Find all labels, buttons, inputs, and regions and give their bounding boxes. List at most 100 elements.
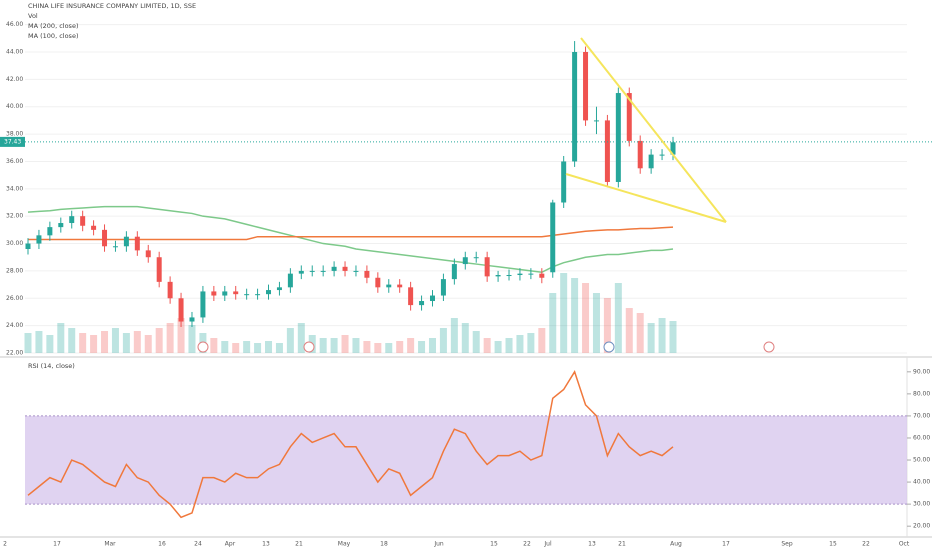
- candle-body: [364, 270, 370, 278]
- y-tick-label: 28.00: [6, 267, 23, 274]
- volume-bar: [144, 335, 152, 353]
- volume-bar: [549, 293, 557, 353]
- candle-body: [473, 257, 479, 259]
- candle-body: [550, 202, 556, 273]
- volume-bar: [527, 333, 535, 353]
- volume-bar: [363, 341, 371, 353]
- candle-body: [375, 277, 381, 288]
- volume-bar: [79, 333, 87, 353]
- volume-bar: [669, 321, 677, 353]
- candle-body: [561, 161, 567, 203]
- rsi-tick-label: 80.00: [913, 390, 930, 397]
- candle-body: [298, 270, 304, 274]
- y-tick-label: 26.00: [6, 295, 23, 302]
- candle-body: [178, 298, 184, 322]
- candle-body: [342, 266, 348, 271]
- volume-bar: [614, 283, 622, 353]
- dividend-marker[interactable]: [603, 341, 615, 353]
- x-tick-label: 21: [295, 541, 303, 548]
- candle-body: [484, 257, 490, 277]
- x-tick-label: 22: [523, 541, 531, 548]
- x-tick-label: Oct: [899, 541, 910, 548]
- volume-bar: [57, 323, 65, 353]
- x-tick-label: 16: [158, 541, 166, 548]
- x-tick-label: 21: [618, 541, 626, 548]
- volume-bar: [24, 333, 32, 353]
- y-tick-label: 38.00: [6, 131, 23, 138]
- volume-bar: [297, 323, 305, 353]
- candle-body: [659, 154, 665, 156]
- volume-bar: [286, 328, 294, 353]
- x-tick-label: 18: [380, 541, 388, 548]
- x-tick-label: Sep: [781, 541, 793, 548]
- rsi-tick-label: 20.00: [913, 523, 930, 530]
- candle-body: [102, 229, 108, 247]
- volume-bar: [494, 341, 502, 353]
- candle-body: [309, 270, 315, 272]
- x-tick-label: Aug: [670, 541, 682, 548]
- y-tick-label: 40.00: [6, 103, 23, 110]
- earnings-marker[interactable]: [197, 341, 209, 353]
- volume-bar: [483, 338, 491, 353]
- candle-body: [637, 140, 643, 169]
- y-tick-label: 34.00: [6, 185, 23, 192]
- candle-body: [386, 284, 392, 288]
- volume-bar: [122, 333, 130, 353]
- candle-body: [462, 257, 468, 265]
- volume-bar: [450, 318, 458, 353]
- candle-body: [528, 273, 534, 275]
- volume-bar: [35, 331, 43, 353]
- candle-body: [287, 273, 293, 288]
- volume-bar: [538, 328, 546, 353]
- candle-body: [80, 216, 86, 226]
- volume-bar: [582, 283, 590, 353]
- candle-body: [615, 93, 621, 182]
- candle-body: [276, 287, 282, 291]
- volume-bar: [210, 338, 218, 353]
- y-tick-label: 32.00: [6, 213, 23, 220]
- candle-body: [244, 294, 250, 296]
- last-price-label: 37.43: [4, 138, 21, 145]
- volume-bar: [46, 335, 54, 353]
- candle-body: [25, 243, 31, 250]
- volume-bar: [658, 318, 666, 353]
- last-price-box: [0, 136, 25, 147]
- y-tick-label: 44.00: [6, 48, 23, 55]
- trend-line-lower: [565, 173, 727, 223]
- candle-body: [167, 281, 173, 299]
- candle-body: [419, 301, 425, 306]
- volume-bar: [101, 331, 109, 353]
- x-tick-label: 13: [262, 541, 270, 548]
- candle-body: [255, 294, 261, 296]
- legend-entry: MA (200, close): [28, 22, 78, 30]
- rsi-line: [27, 370, 674, 519]
- candle-body: [593, 120, 599, 122]
- candle-body: [233, 291, 239, 295]
- candle-body: [156, 257, 162, 282]
- volume-bar: [407, 338, 415, 353]
- event-markers: [197, 341, 775, 353]
- volume-bar: [68, 328, 76, 353]
- volume-bar: [254, 343, 262, 353]
- y-tick-label: 36.00: [6, 158, 23, 165]
- candle-body: [69, 216, 75, 224]
- candle-body: [123, 236, 129, 247]
- rsi-tick-label: 40.00: [913, 479, 930, 486]
- volume-bar: [243, 341, 251, 353]
- rsi-tick-label: 70.00: [913, 412, 930, 419]
- x-tick-label: May: [338, 541, 351, 548]
- candle-body: [440, 279, 446, 296]
- candle-body: [572, 51, 578, 162]
- volume-bar: [188, 325, 196, 353]
- volume-bar: [275, 343, 283, 353]
- volume-bar: [90, 335, 98, 353]
- earnings-marker[interactable]: [763, 341, 775, 353]
- candle-body: [134, 236, 140, 251]
- earnings-marker[interactable]: [303, 341, 315, 353]
- volume-bar: [428, 338, 436, 353]
- volume-bar: [319, 338, 327, 353]
- candle-body: [91, 225, 97, 230]
- volume-bar: [636, 313, 644, 353]
- candle-body: [58, 223, 64, 228]
- volume-bar: [571, 278, 579, 353]
